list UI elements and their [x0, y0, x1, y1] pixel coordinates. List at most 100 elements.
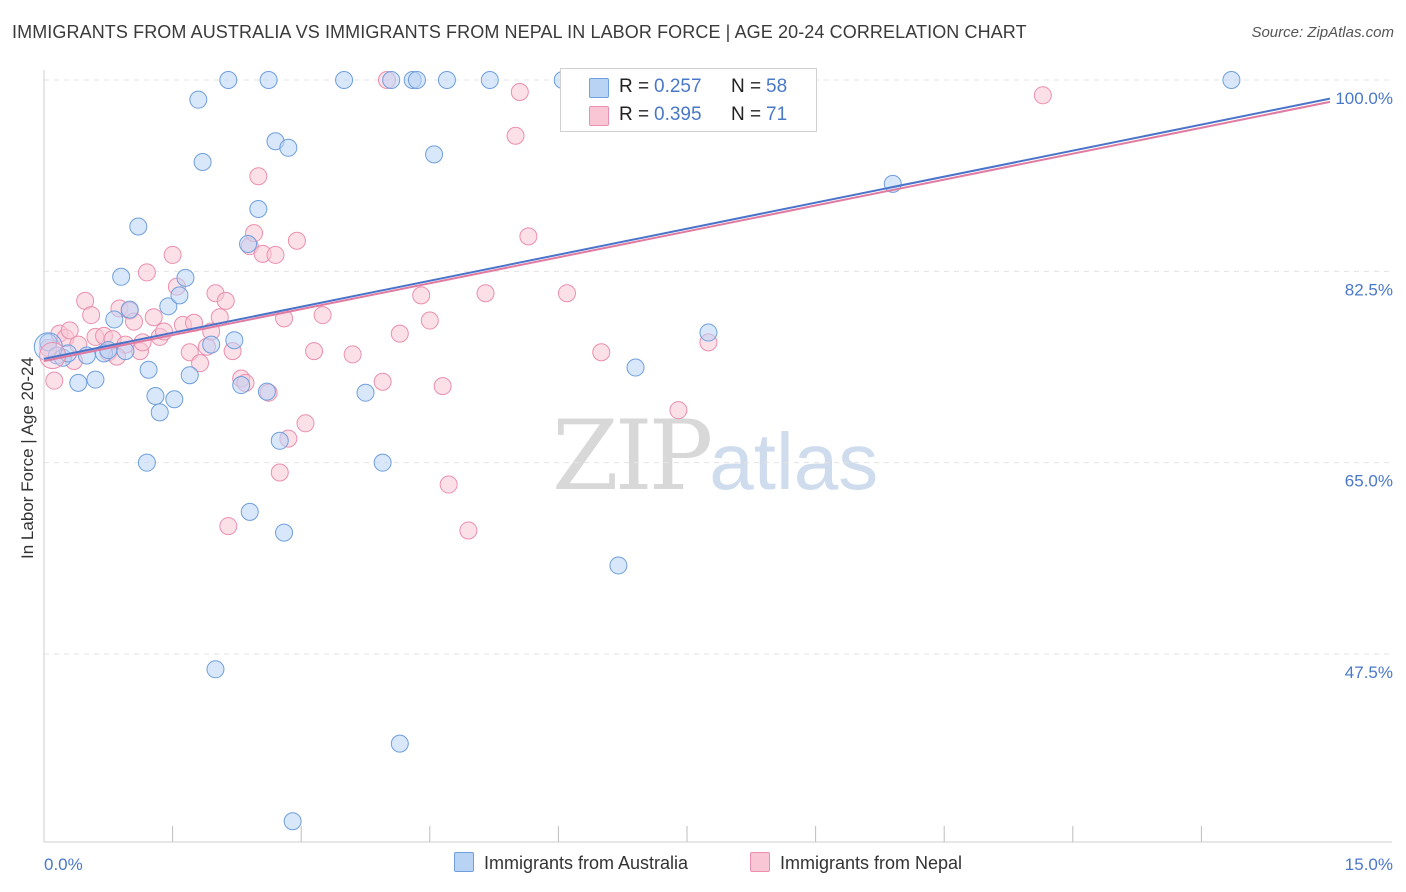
australia-point: [137, 453, 156, 472]
nepal-point: [313, 306, 332, 325]
australia-point: [1222, 71, 1241, 89]
australia-point: [120, 300, 139, 319]
nepal-point: [439, 475, 458, 494]
nepal-point: [373, 372, 392, 391]
nepal-point: [592, 343, 611, 362]
australia-point: [39, 333, 58, 352]
nepal-point: [412, 286, 431, 305]
legend-row-nepal: R = 0.395 N = 71: [561, 102, 816, 130]
australia-point: [165, 390, 184, 409]
nepal-point: [270, 463, 289, 482]
australia-point: [146, 386, 165, 405]
legend-n-value: 71: [766, 104, 788, 125]
nepal-point: [510, 83, 529, 102]
australia-point: [373, 453, 392, 472]
nepal-point: [669, 401, 688, 420]
australia-point: [335, 71, 354, 89]
australia-point: [150, 403, 169, 422]
legend-n-value: 58: [766, 76, 788, 97]
australia-point: [189, 90, 208, 109]
nepal-point: [180, 343, 199, 362]
watermark: ZIPatlas: [552, 400, 878, 512]
australia-point: [193, 153, 212, 171]
legend-n-label: N =: [731, 104, 762, 125]
australia-point: [139, 360, 158, 379]
australia-point: [275, 523, 294, 542]
australia-point: [232, 376, 251, 395]
nepal-point: [557, 284, 576, 303]
y-tick-label: 47.5%: [1345, 663, 1393, 682]
nepal-point: [420, 311, 439, 330]
australia-point: [480, 71, 499, 89]
nepal-trend-line: [43, 100, 1331, 362]
australia-point: [219, 71, 238, 89]
tick-label-layer: 100.0% 82.5% 65.0% 47.5% 0.0% 15.0%: [44, 89, 1393, 874]
nepal-point: [287, 231, 306, 250]
australia-point: [382, 71, 401, 89]
nepal-point: [266, 245, 285, 264]
x-tick-label: 15.0%: [1345, 855, 1393, 874]
australia-point: [105, 310, 124, 329]
x-tick-label: 0.0%: [44, 855, 83, 874]
grid-layer: [44, 79, 1392, 655]
watermark-zip: ZIP: [552, 400, 713, 512]
australia-point: [407, 71, 426, 89]
legend-n-label: N =: [731, 76, 762, 97]
trend-layer: [43, 97, 1331, 362]
nepal-point: [296, 414, 315, 433]
legend-r-value: 0.257: [654, 76, 702, 97]
nepal-point: [216, 291, 235, 310]
nepal-point: [191, 354, 210, 373]
australia-point: [176, 268, 195, 287]
nepal-point: [144, 308, 163, 327]
australia-point: [390, 734, 409, 753]
australia-point: [249, 200, 268, 219]
source-credit: Source: ZipAtlas.com: [1251, 24, 1394, 41]
nepal-swatch: [750, 852, 770, 872]
legend-row-australia: R = 0.257 N = 58: [561, 74, 816, 102]
legend-r-label: R =: [619, 76, 650, 97]
australia-point: [626, 358, 645, 377]
australia-point: [170, 286, 189, 305]
stats-legend: R = 0.257 N = 58 R = 0.395 N = 71: [560, 68, 817, 132]
nepal-point: [60, 321, 79, 340]
australia-point: [356, 383, 375, 402]
nepal-point: [305, 342, 324, 361]
australia-point: [279, 138, 298, 157]
nepal-point: [163, 245, 182, 264]
legend-item-australia[interactable]: Immigrants from Australia: [454, 852, 688, 874]
australia-point: [437, 71, 456, 89]
chart-title: IMMIGRANTS FROM AUSTRALIA VS IMMIGRANTS …: [12, 22, 1027, 42]
nepal-point: [39, 342, 67, 370]
axis-layer: [43, 70, 1392, 843]
australia-point: [180, 366, 199, 385]
watermark-atlas: atlas: [709, 417, 879, 506]
australia-trend-line: [43, 97, 1331, 360]
nepal-point: [433, 377, 452, 396]
legend-r-value: 0.395: [654, 104, 702, 125]
australia-swatch: [454, 852, 474, 872]
australia-swatch: [589, 78, 609, 98]
nepal-point: [1033, 86, 1052, 105]
australia-point: [112, 267, 131, 286]
y-tick-label: 100.0%: [1335, 89, 1393, 108]
australia-point: [270, 431, 289, 450]
legend-r-label: R =: [619, 104, 650, 125]
nepal-point: [45, 371, 64, 390]
legend-item-nepal[interactable]: Immigrants from Nepal: [750, 852, 962, 874]
legend-australia-label: Immigrants from Australia: [484, 853, 689, 873]
australia-point: [225, 331, 244, 350]
nepal-point: [390, 324, 409, 343]
legend-nepal-label: Immigrants from Nepal: [780, 853, 963, 873]
australia-point: [159, 297, 178, 316]
points-layer: [33, 71, 1241, 831]
australia-point: [69, 373, 88, 392]
y-tick-label: 65.0%: [1345, 472, 1393, 491]
nepal-swatch: [589, 106, 609, 126]
nepal-point: [519, 227, 538, 246]
nepal-point: [343, 345, 362, 364]
nepal-point: [82, 306, 101, 325]
australia-point: [239, 235, 258, 253]
australia-point: [259, 71, 278, 89]
